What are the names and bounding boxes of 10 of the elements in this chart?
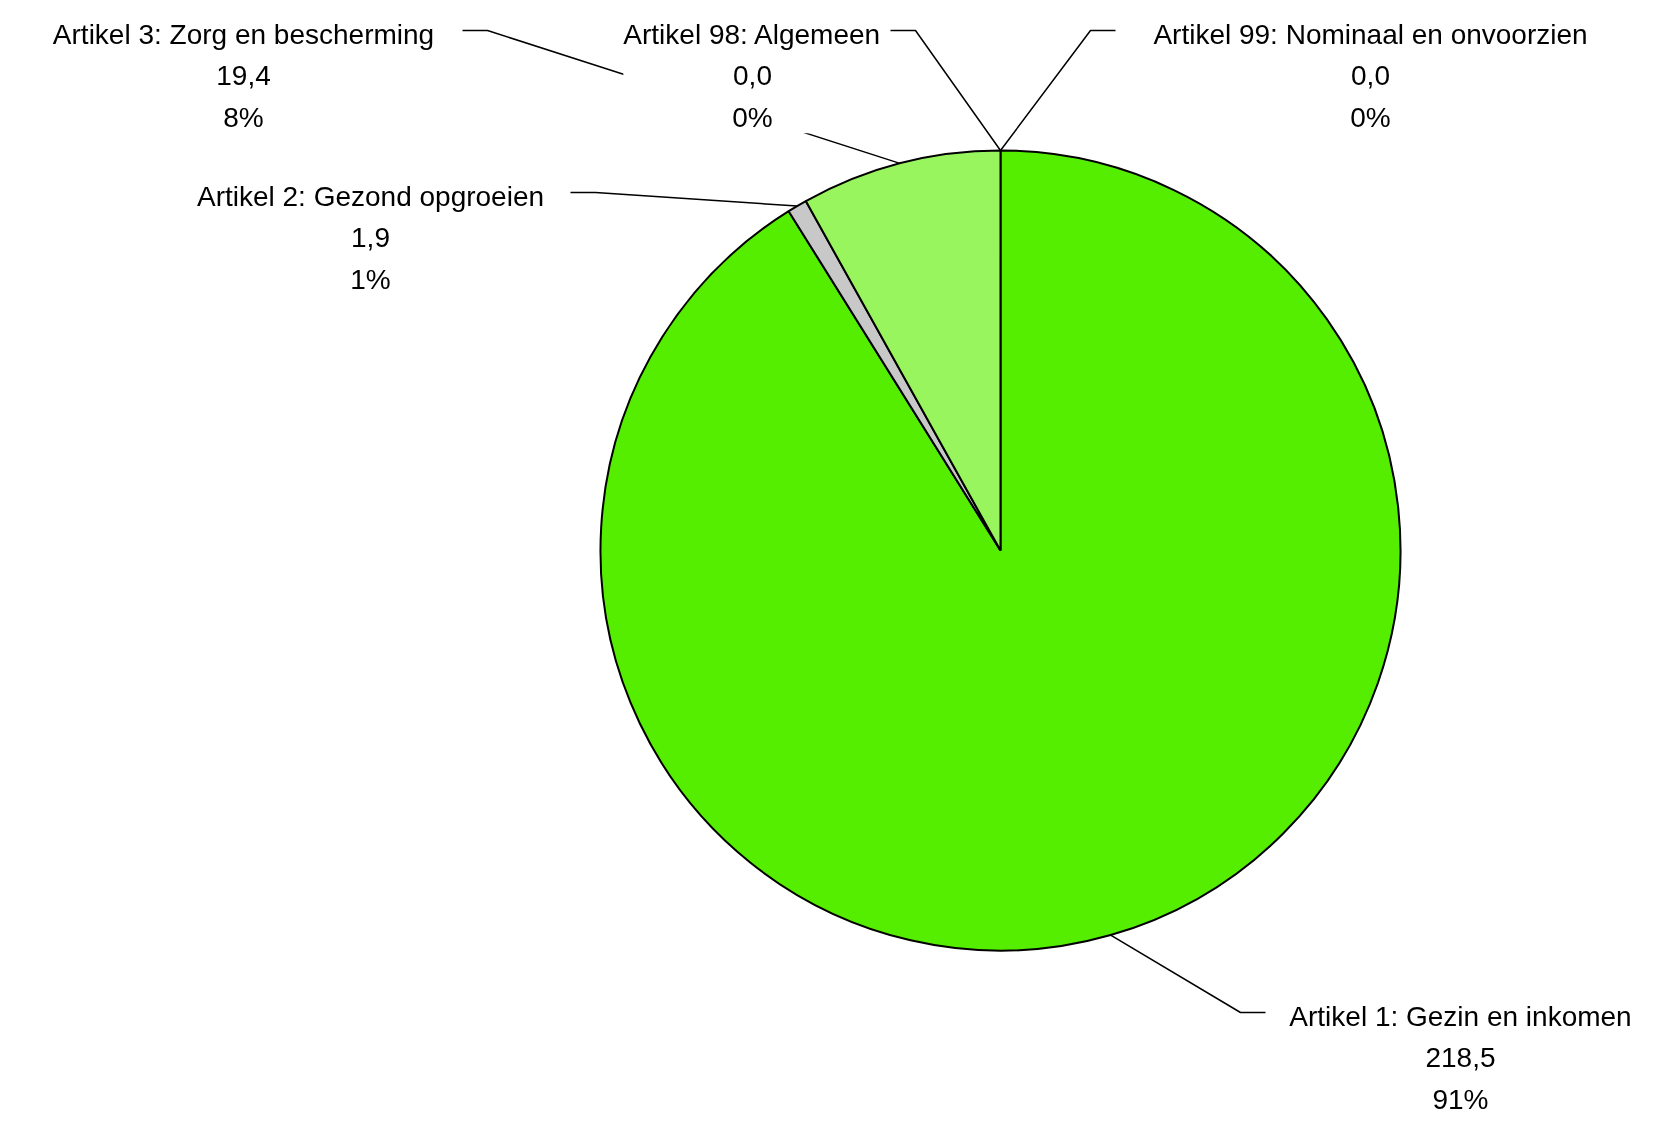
slice-label: Artikel 1: Gezin en inkomen <box>1289 1000 1632 1032</box>
data-label: 19,4 8% <box>216 60 271 134</box>
data-label: 1,9 1% <box>350 222 391 296</box>
category-label: Artikel 99: Nominaal en onvoorzien <box>1153 18 1588 50</box>
slice-label: Artikel 3: Zorg en bescherming <box>52 18 435 50</box>
slice-label: Artikel 2: Gezond opgroeien <box>196 180 545 212</box>
text: 0,0 0% <box>732 60 773 134</box>
category-label: Artikel 98: Algemeen <box>623 18 881 50</box>
data-label: 218,5 91% <box>1425 1042 1496 1116</box>
text: 0,0 0% <box>1350 60 1391 134</box>
